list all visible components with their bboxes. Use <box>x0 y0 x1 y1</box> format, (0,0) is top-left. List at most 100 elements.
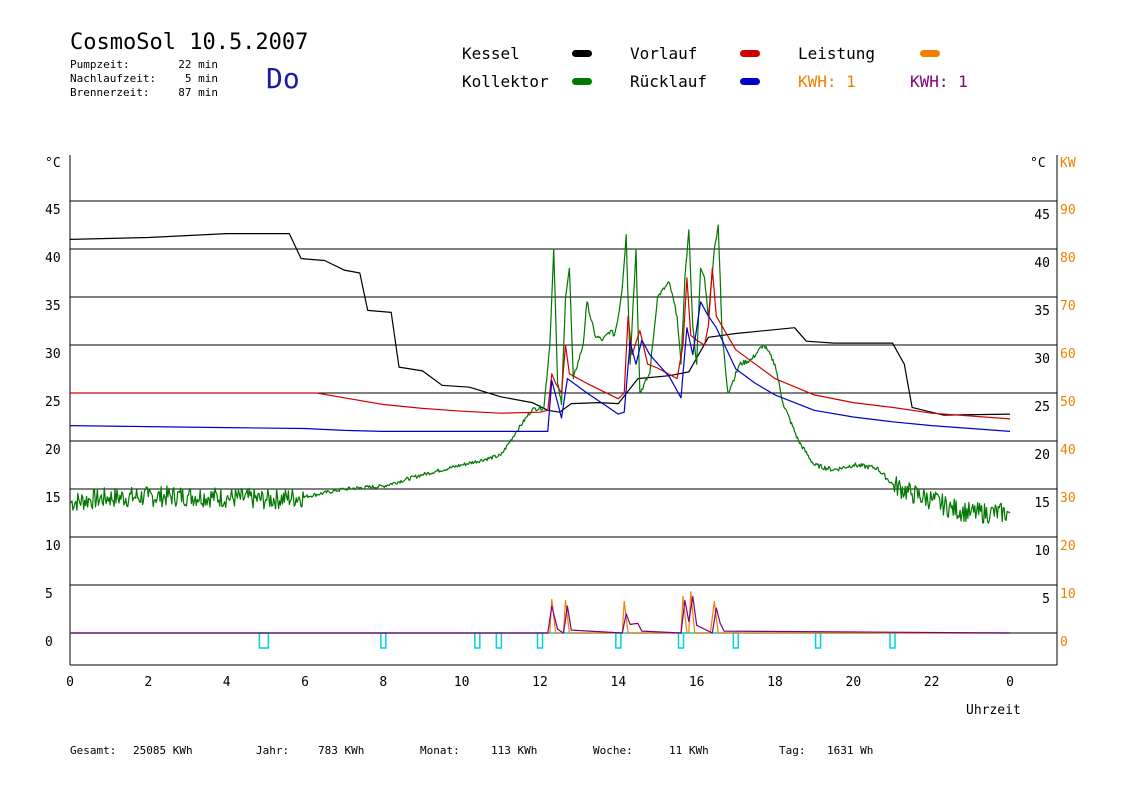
kw-tick-label: 60 <box>1060 347 1076 362</box>
chart-series <box>69 224 1011 634</box>
legend-vorlauf-swatch <box>740 50 760 57</box>
x-tick-label: 8 <box>379 675 387 690</box>
y-tick-label-right: 40 <box>1034 256 1050 271</box>
y-tick-label-right: 5 <box>1042 592 1050 607</box>
x-tick-label: 18 <box>767 675 783 690</box>
footer-monat-value: 113 KWh <box>491 744 538 757</box>
stat-label: Nachlaufzeit: <box>70 72 157 85</box>
pump-marker <box>732 632 740 649</box>
pump-marker <box>677 632 685 649</box>
kw-tick-label: 80 <box>1060 251 1076 266</box>
pump-marker <box>889 632 896 649</box>
legend-kessel: Kessel <box>462 44 520 63</box>
stat-nachlaufzeit: Nachlaufzeit: 5 min <box>70 72 218 85</box>
legend-leistung-swatch <box>920 50 940 57</box>
y-tick-label-right: 30 <box>1034 352 1050 367</box>
y-tick-label-right: 25 <box>1034 400 1050 415</box>
pump-marker <box>536 632 544 649</box>
pump-marker <box>814 632 822 649</box>
y-tick-label-left: 10 <box>45 539 61 554</box>
y-tick-label-left: 25 <box>45 395 61 410</box>
kw-tick-label: 10 <box>1060 587 1076 602</box>
series-line-leistung <box>70 591 1010 634</box>
chart-title: CosmoSol 10.5.2007 <box>70 30 309 55</box>
footer-tag-value: 1631 Wh <box>827 744 874 757</box>
stat-value: 22 min <box>178 58 218 71</box>
footer-jahr-label: Jahr: <box>256 744 290 757</box>
footer-woche-value: 11 KWh <box>669 744 709 757</box>
x-tick-label: 4 <box>223 675 231 690</box>
footer-gesamt-label: Gesamt: <box>70 744 117 757</box>
legend-kollektor: Kollektor <box>462 72 549 91</box>
footer-woche-label: Woche: <box>593 744 633 757</box>
series-line-kessel <box>69 233 1011 416</box>
legend-kessel-swatch <box>572 50 592 57</box>
legend-ruecklauf: Rücklauf <box>630 72 708 91</box>
stat-label: Brennerzeit: <box>70 86 150 99</box>
y-tick-label-left: 0 <box>45 635 53 650</box>
pump-marker <box>380 632 387 649</box>
y-tick-label-right: 35 <box>1034 304 1050 319</box>
x-tick-label: 16 <box>689 675 705 690</box>
pump-markers <box>70 632 1010 649</box>
kw-tick-label: 90 <box>1060 203 1076 218</box>
series-line-kwh <box>70 595 1011 634</box>
y-tick-label-left: 5 <box>45 587 53 602</box>
series-line-vorlauf <box>70 267 1011 420</box>
legend-kollektor-swatch <box>572 78 592 85</box>
legend-kwh-orange: KWH: 1 <box>798 72 856 91</box>
x-tick-label: 0 <box>1006 675 1014 690</box>
series-line-kollektor <box>69 224 1011 524</box>
stat-brennerzeit: Brennerzeit: 87 min <box>70 86 218 99</box>
legend-kwh-purple: KWH: 1 <box>910 72 968 91</box>
y-axis-unit-left: °C <box>45 156 61 171</box>
x-axis-label: Uhrzeit <box>966 703 1021 718</box>
y-tick-label-right: 20 <box>1034 448 1050 463</box>
stat-value: 5 min <box>184 72 218 85</box>
legend-ruecklauf-swatch <box>740 78 760 85</box>
pump-marker <box>258 632 270 649</box>
pump-marker <box>495 632 503 649</box>
weekday-label: Do <box>266 62 300 95</box>
kw-tick-label: 70 <box>1060 299 1076 314</box>
chart-axes <box>69 155 1058 666</box>
y-tick-label-left: 30 <box>45 347 61 362</box>
kw-tick-label: 30 <box>1060 491 1076 506</box>
kw-tick-label: 0 <box>1060 635 1068 650</box>
y-tick-label-right: 10 <box>1034 544 1050 559</box>
footer-gesamt-value: 25085 KWh <box>133 744 193 757</box>
x-tick-label: 12 <box>532 675 548 690</box>
pump-marker <box>474 632 481 649</box>
kw-tick-label: 20 <box>1060 539 1076 554</box>
chart-ticks: 4540353025201510504540353025201510590807… <box>45 203 1076 690</box>
x-tick-label: 0 <box>66 675 74 690</box>
stat-label: Pumpzeit: <box>70 58 130 71</box>
kw-tick-label: 40 <box>1060 443 1076 458</box>
stat-value: 87 min <box>178 86 218 99</box>
x-tick-label: 20 <box>846 675 862 690</box>
legend-leistung: Leistung <box>798 44 876 63</box>
y-tick-label-left: 20 <box>45 443 61 458</box>
legend-vorlauf: Vorlauf <box>630 44 698 63</box>
y-axis-unit-right: °C <box>1030 156 1046 171</box>
x-tick-label: 2 <box>144 675 152 690</box>
y-tick-label-left: 15 <box>45 491 61 506</box>
x-tick-label: 10 <box>454 675 470 690</box>
footer-jahr-value: 783 KWh <box>318 744 365 757</box>
y-tick-label-right: 15 <box>1034 496 1050 511</box>
y-tick-label-left: 35 <box>45 299 61 314</box>
y-axis-unit-kw: KW <box>1060 156 1076 171</box>
x-tick-label: 22 <box>924 675 940 690</box>
x-tick-label: 6 <box>301 675 309 690</box>
series-line-rcklauf <box>69 301 1011 432</box>
y-tick-label-left: 45 <box>45 203 61 218</box>
stat-pumpzeit: Pumpzeit: 22 min <box>70 58 218 71</box>
kw-tick-label: 50 <box>1060 395 1076 410</box>
footer-tag-label: Tag: <box>779 744 806 757</box>
footer-monat-label: Monat: <box>420 744 460 757</box>
y-tick-label-right: 45 <box>1034 208 1050 223</box>
y-tick-label-left: 40 <box>45 251 61 266</box>
x-tick-label: 14 <box>611 675 627 690</box>
pump-marker <box>615 632 622 649</box>
